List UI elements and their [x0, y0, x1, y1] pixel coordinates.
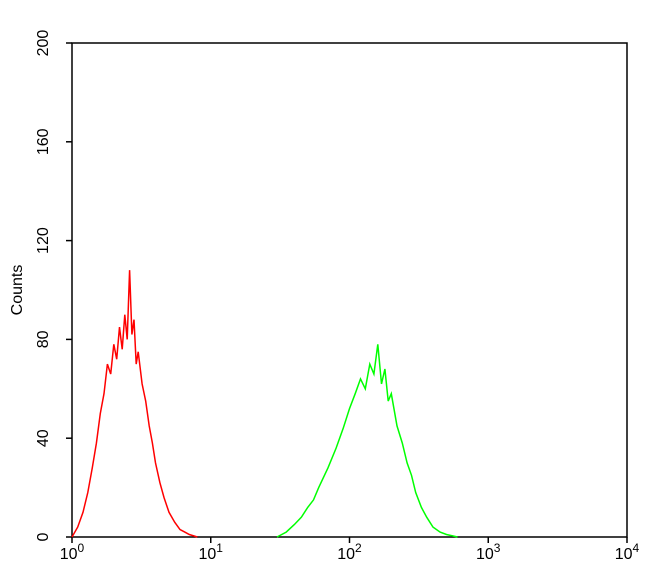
- tick-base: 10: [337, 546, 355, 563]
- y-tick-label: 200: [35, 30, 52, 57]
- tick-base: 10: [199, 546, 217, 563]
- y-tick-label: 40: [35, 429, 52, 447]
- x-tick-label: 103: [476, 541, 501, 563]
- tick-exponent: 0: [78, 541, 85, 555]
- y-tick-label: 80: [35, 330, 52, 348]
- y-axis-label: Counts: [9, 265, 26, 316]
- x-tick-label: 100: [60, 541, 85, 563]
- y-tick-label: 160: [35, 128, 52, 155]
- tick-base: 10: [615, 546, 633, 563]
- tick-exponent: 3: [494, 541, 501, 555]
- tick-base: 10: [60, 546, 78, 563]
- y-tick-label: 120: [35, 227, 52, 254]
- tick-exponent: 2: [355, 541, 362, 555]
- x-tick-label: 102: [337, 541, 362, 563]
- tick-exponent: 1: [216, 541, 223, 555]
- histogram-line: [276, 344, 458, 538]
- x-tick-label: 101: [199, 541, 224, 563]
- histogram-line: [71, 270, 198, 538]
- x-tick-label: 104: [615, 541, 640, 563]
- tick-base: 10: [476, 546, 494, 563]
- tick-exponent: 4: [633, 541, 640, 555]
- y-tick-label: 0: [35, 532, 52, 541]
